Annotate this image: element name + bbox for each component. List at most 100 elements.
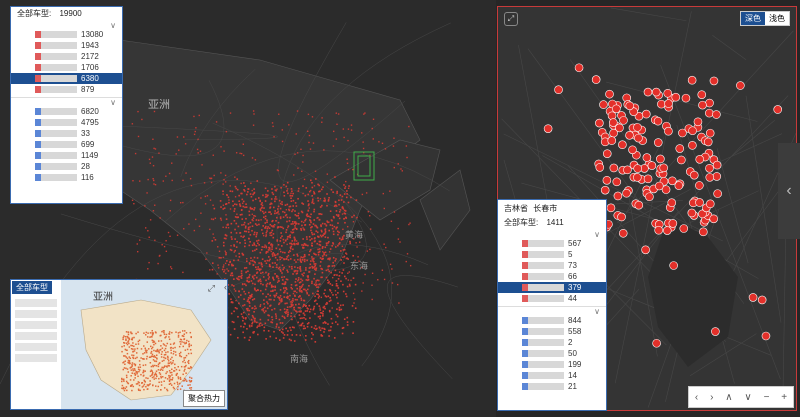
fullscreen-icon[interactable]: ⤢ (504, 12, 518, 26)
type-name-placeholder (528, 273, 564, 280)
zoom-out-button[interactable]: − (763, 391, 770, 403)
filter-row[interactable]: 2 (498, 337, 606, 348)
city-group-2: 844 558 2 50 199 14 21 (498, 315, 606, 392)
filter-row[interactable]: 1149 (11, 150, 122, 161)
row-count: 116 (81, 173, 94, 182)
filter-row[interactable]: 1943 (11, 40, 122, 51)
filter-row[interactable]: 73 (498, 260, 606, 271)
color-swatch (522, 262, 528, 269)
color-swatch (522, 251, 528, 258)
row-count: 567 (568, 239, 582, 248)
row-count: 199 (568, 360, 582, 369)
row-count: 879 (81, 85, 95, 94)
filter-row[interactable]: 844 (498, 315, 606, 326)
city-collapse-group1-icon[interactable]: ∨ (594, 230, 600, 239)
color-swatch (35, 31, 41, 38)
type-name-placeholder (528, 361, 564, 368)
heat-button[interactable]: 聚合热力 (183, 390, 225, 407)
collapse-group2-icon[interactable]: ∨ (110, 98, 116, 107)
type-name-placeholder (528, 295, 564, 302)
row-count: 50 (568, 349, 577, 358)
row-count: 2172 (81, 52, 99, 61)
type-name-placeholder (528, 383, 564, 390)
color-swatch (35, 141, 41, 148)
color-swatch (35, 42, 41, 49)
filter-header: 全部车型: 19900 (11, 7, 122, 21)
row-count: 699 (81, 140, 95, 149)
inset-expand-icon[interactable]: ⤢ (207, 283, 215, 293)
filter-row[interactable]: 379 (498, 282, 606, 293)
collapse-group1-icon[interactable]: ∨ (110, 21, 116, 30)
inset-collapse-icon[interactable]: ‹ (224, 282, 227, 292)
filter-row[interactable]: 5 (498, 249, 606, 260)
zoom-in-button[interactable]: + (781, 391, 788, 403)
up-button[interactable]: ∧ (725, 391, 733, 403)
filter-row[interactable]: 28 (11, 161, 122, 172)
inset-tag[interactable]: 全部车型 (12, 281, 52, 294)
color-swatch (35, 130, 41, 137)
city-label: 长春市 (533, 204, 558, 213)
color-swatch (522, 361, 528, 368)
color-swatch (522, 328, 528, 335)
next-button[interactable]: › (710, 391, 714, 403)
filter-row[interactable]: 33 (11, 128, 122, 139)
inset-legend (15, 296, 57, 365)
filter-row[interactable]: 66 (498, 271, 606, 282)
city-collapse-group2-icon[interactable]: ∨ (594, 307, 600, 316)
filter-row[interactable]: 4795 (11, 117, 122, 128)
main-map-canvas (0, 22, 471, 386)
city-header: 全部车型: 1411 (498, 216, 606, 230)
filter-row[interactable]: 50 (498, 348, 606, 359)
light-theme-button[interactable]: 浅色 (769, 14, 785, 23)
filter-row[interactable]: 558 (498, 326, 606, 337)
type-name-placeholder (528, 262, 564, 269)
type-name-placeholder (528, 251, 564, 258)
inset-panel: 全部车型 亚洲 ⤢ ‹ 聚合热力 (10, 279, 228, 410)
type-name-placeholder (41, 163, 77, 170)
filter-row[interactable]: 199 (498, 359, 606, 370)
city-panel: 吉林省 长春市 全部车型: 1411 ∨ 567 5 73 66 379 44 ∨ 844… (497, 199, 607, 411)
type-name-placeholder (528, 372, 564, 379)
filter-row[interactable]: 1706 (11, 62, 122, 73)
filter-group-1: 13080 1943 2172 1706 6380 879 (11, 29, 122, 95)
filter-row[interactable]: 6380 (11, 73, 122, 84)
filter-row[interactable]: 116 (11, 172, 122, 183)
color-swatch (522, 295, 528, 302)
row-count: 6820 (81, 107, 99, 116)
filter-row[interactable]: 13080 (11, 29, 122, 40)
row-count: 14 (568, 371, 577, 380)
filter-row[interactable]: 699 (11, 139, 122, 150)
down-button[interactable]: ∨ (744, 391, 752, 403)
type-name-placeholder (41, 86, 77, 93)
color-swatch (522, 317, 528, 324)
filter-row[interactable]: 2172 (11, 51, 122, 62)
type-name-placeholder (41, 53, 77, 60)
filter-row[interactable]: 567 (498, 238, 606, 249)
filter-row[interactable]: 44 (498, 293, 606, 304)
row-count: 28 (81, 162, 90, 171)
type-name-placeholder (41, 108, 77, 115)
province-label: 吉林省 (504, 204, 528, 213)
filter-row[interactable]: 879 (11, 84, 122, 95)
color-swatch (35, 64, 41, 71)
dark-theme-button[interactable]: 深色 (741, 12, 765, 25)
inset-map[interactable]: 亚洲 ⤢ ‹ (61, 280, 227, 409)
theme-toggle[interactable]: 深色 浅色 (740, 11, 790, 26)
type-name-placeholder (41, 174, 77, 181)
inset-region-label: 亚洲 (93, 292, 113, 303)
city-all-types-label: 全部车型: (504, 218, 539, 227)
row-count: 13080 (81, 30, 104, 39)
type-name-placeholder (528, 317, 564, 324)
row-count: 66 (568, 272, 577, 281)
color-swatch (35, 119, 41, 126)
total-count: 19900 (59, 9, 82, 18)
filter-row[interactable]: 21 (498, 381, 606, 392)
prev-button[interactable]: ‹ (694, 391, 699, 403)
color-swatch (35, 152, 41, 159)
filter-row[interactable]: 6820 (11, 106, 122, 117)
color-swatch (522, 383, 528, 390)
row-count: 21 (568, 382, 577, 391)
filter-row[interactable]: 14 (498, 370, 606, 381)
city-map-canvas (501, 7, 796, 408)
side-expand-icon[interactable]: ‹ (778, 143, 800, 239)
